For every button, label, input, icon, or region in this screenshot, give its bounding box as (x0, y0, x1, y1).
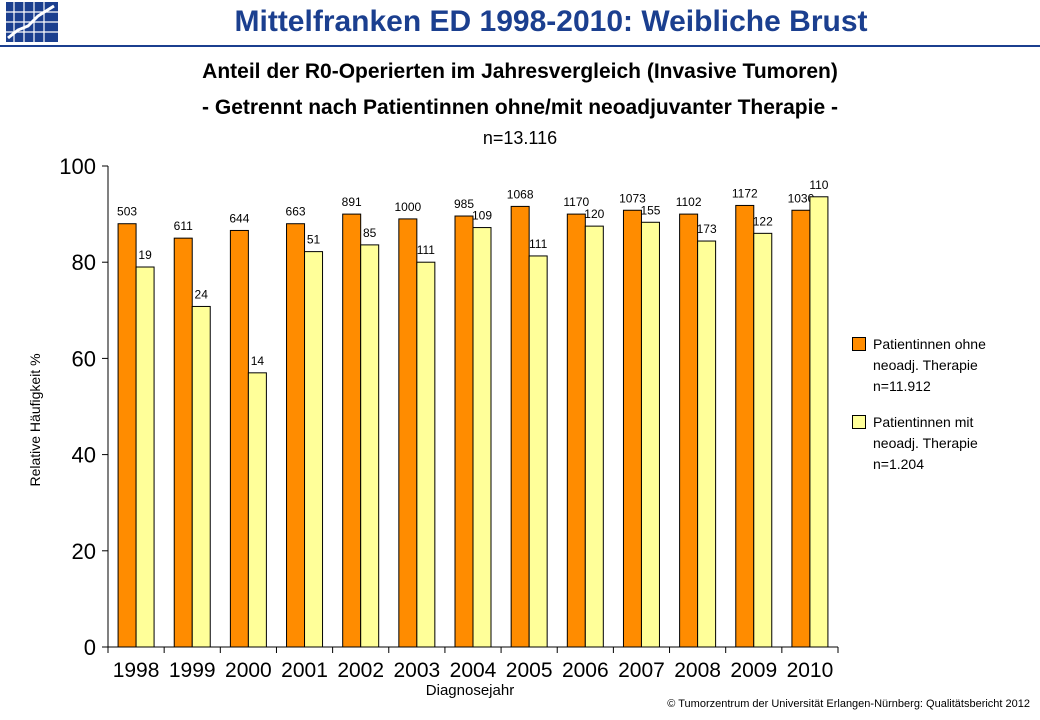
data-label-ohne: 1102 (676, 195, 702, 209)
x-tick-label: 2002 (337, 659, 384, 682)
bar-mit (416, 261, 436, 648)
data-label-mit: 155 (640, 203, 660, 217)
bar-ohne (398, 218, 418, 648)
bar-mit (697, 240, 717, 648)
data-label-mit: 19 (138, 248, 152, 262)
data-label-ohne: 644 (229, 211, 249, 225)
bar-ohne (342, 213, 362, 648)
y-tick-label: 80 (72, 250, 96, 275)
header: Mittelfranken ED 1998-2010: Weibliche Br… (0, 0, 1040, 47)
bar-mit (135, 266, 155, 648)
data-label-mit: 109 (472, 209, 492, 223)
y-tick-label: 100 (59, 154, 96, 179)
y-tick-label: 0 (84, 635, 96, 660)
data-label-ohne: 1030 (788, 191, 815, 205)
bar-ohne (791, 209, 811, 648)
data-label-ohne: 611 (174, 219, 193, 233)
y-axis: 0 20 40 60 80 100 (59, 154, 109, 660)
data-label-ohne: 1073 (619, 191, 646, 205)
bar-ohne (229, 229, 249, 648)
data-label-mit: 24 (195, 287, 209, 301)
x-tick-label: 1999 (169, 659, 216, 682)
bar-ohne (173, 237, 193, 648)
data-label-mit: 111 (529, 237, 548, 251)
page-title: Mittelfranken ED 1998-2010: Weibliche Br… (234, 5, 868, 38)
footer-copyright: © Tumorzentrum der Universität Erlangen-… (667, 698, 1030, 710)
bar-mit (809, 196, 829, 648)
logo-icon (6, 2, 58, 42)
bar-mit (304, 251, 324, 648)
legend-label-mit: Patientinnen mit neoadj. Therapie n=1.20… (873, 414, 978, 472)
data-label-ohne: 1170 (563, 195, 589, 209)
bar-ohne (454, 215, 474, 648)
data-label-ohne: 1000 (394, 200, 421, 214)
x-axis: 1998 1999 2000 2001 2002 2003 2004 2005 2006 2007… (107, 646, 839, 682)
bar-ohne (510, 205, 530, 648)
bar-mit (528, 255, 548, 648)
bar-mit (191, 305, 211, 648)
bar-mit (753, 232, 773, 648)
data-label-ohne: 503 (117, 205, 137, 219)
data-label-ohne: 891 (342, 195, 362, 209)
y-tick-label: 60 (72, 346, 96, 371)
x-tick-label: 2001 (281, 659, 328, 682)
bar-mit (360, 244, 380, 648)
bar-mit (247, 372, 267, 648)
data-label-mit: 51 (307, 233, 321, 247)
x-tick-label: 2006 (562, 659, 609, 682)
data-label-ohne: 663 (286, 205, 306, 219)
title-divider (0, 45, 1040, 47)
bar-ohne (286, 223, 306, 648)
x-tick-label: 1998 (113, 659, 160, 682)
x-tick-label: 2010 (787, 659, 834, 682)
data-label-mit: 110 (809, 178, 828, 192)
bar-mit (472, 227, 492, 648)
chart-subtitle-line1: Anteil der R0-Operierten im Jahresvergle… (202, 60, 838, 83)
bar-mit (584, 225, 604, 648)
x-tick-label: 2000 (225, 659, 272, 682)
y-axis-label: Relative Häufigkeit % (27, 353, 43, 486)
data-label-mit: 120 (584, 207, 604, 221)
chart-subtitle-line2: - Getrennt nach Patientinnen ohne/mit ne… (202, 96, 838, 119)
bar-ohne (679, 213, 699, 648)
legend-swatch-ohne (852, 337, 866, 351)
x-tick-label: 2005 (506, 659, 553, 682)
x-axis-label: Diagnosejahr (426, 682, 514, 699)
legend-label-ohne: Patientinnen ohne neoadj. Therapie n=11.… (873, 336, 986, 394)
bar-ohne (566, 213, 586, 648)
data-label-mit: 122 (753, 214, 773, 228)
data-label-ohne: 1068 (507, 187, 534, 201)
data-label-mit: 173 (697, 222, 717, 236)
data-label-mit: 111 (417, 243, 436, 257)
y-tick-label: 20 (72, 539, 96, 564)
y-tick-label: 40 (72, 443, 96, 468)
x-tick-label: 2007 (618, 659, 665, 682)
data-label-mit: 14 (251, 354, 265, 368)
bar-ohne (117, 223, 137, 648)
x-tick-label: 2009 (730, 659, 777, 682)
bar-ohne (622, 209, 642, 648)
x-tick-label: 2003 (393, 659, 440, 682)
legend-swatch-mit (852, 415, 866, 429)
chart-sample-size: n=13.116 (482, 128, 558, 148)
x-tick-label: 2008 (674, 659, 721, 682)
data-label-ohne: 1172 (732, 186, 758, 200)
data-label-ohne: 985 (454, 197, 474, 211)
x-tick-label: 2004 (450, 659, 497, 682)
data-label-mit: 85 (363, 226, 377, 240)
bar-mit (640, 221, 660, 648)
bar-ohne (735, 204, 755, 648)
